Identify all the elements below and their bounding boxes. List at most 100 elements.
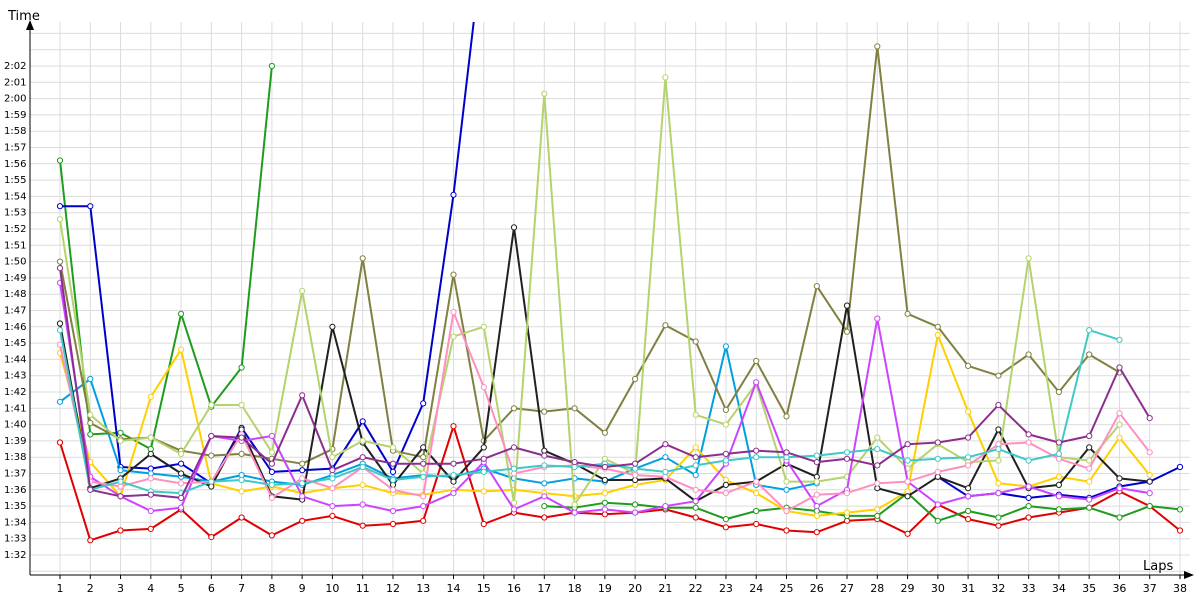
data-point [1055, 439, 1063, 446]
data-point [359, 463, 366, 471]
data-point [541, 514, 548, 521]
data-point [87, 419, 94, 427]
data-point [722, 406, 730, 413]
data-point [480, 444, 487, 451]
data-point [813, 503, 820, 510]
data-point [480, 384, 487, 391]
data-point [601, 463, 609, 471]
data-point [299, 517, 306, 524]
data-point [359, 481, 366, 488]
data-point [722, 457, 730, 464]
y-tick-label: 1:52 [4, 224, 26, 235]
data-point [329, 454, 336, 461]
data-point [995, 372, 1002, 379]
y-tick-label: 1:50 [4, 257, 26, 268]
y-tick-label: 1:44 [4, 354, 26, 365]
data-point [208, 478, 215, 485]
series-line [59, 65, 273, 451]
y-tick-labels: 1:32 1:33 1:34 1:35 1:36 1:37 1:38 1:39 1:40 1:41… [4, 61, 26, 561]
data-point [1116, 485, 1123, 492]
x-tick-label: 2 [87, 582, 94, 595]
data-point [934, 517, 941, 524]
data-point [329, 475, 336, 482]
data-point [147, 507, 154, 515]
data-point [965, 507, 972, 515]
x-tick-label: 16 [507, 582, 521, 595]
data-point [874, 480, 881, 487]
x-tick-label: 26 [810, 582, 824, 595]
data-point [299, 480, 306, 487]
y-tick-label: 1:57 [4, 143, 26, 154]
data-point [208, 401, 215, 409]
data-point [541, 462, 548, 469]
x-tick-label: 11 [356, 582, 370, 595]
data-point [813, 452, 820, 459]
x-tick-label: 36 [1112, 582, 1126, 595]
data-point [329, 467, 336, 474]
data-point [1116, 364, 1123, 371]
data-point [662, 441, 669, 448]
data-point [510, 506, 518, 513]
data-point [813, 512, 820, 520]
x-tick-label: 9 [299, 582, 306, 595]
data-point [450, 333, 457, 340]
x-tick-label: 33 [1022, 582, 1036, 595]
data-point [268, 449, 275, 456]
data-point [965, 434, 972, 441]
data-point [1086, 444, 1093, 451]
y-tick-label: 1:38 [4, 452, 26, 463]
data-point [722, 481, 730, 488]
data-point [722, 343, 730, 350]
x-tick-label: 5 [178, 582, 185, 595]
data-point [147, 475, 154, 482]
data-point [571, 501, 578, 508]
data-point [692, 504, 699, 511]
y-tick-label: 1:54 [4, 191, 26, 202]
x-tick-label: 4 [147, 582, 154, 595]
data-point [965, 408, 972, 415]
data-point [722, 450, 730, 457]
data-point [510, 444, 518, 451]
data-point [450, 309, 457, 316]
data-point [541, 408, 548, 415]
data-point [480, 468, 487, 475]
series-10 [56, 74, 1123, 508]
data-point [420, 493, 427, 500]
data-point [1025, 514, 1032, 521]
data-point [1086, 327, 1093, 334]
x-tick-label: 18 [568, 582, 582, 595]
data-point [753, 379, 760, 386]
data-point [632, 509, 639, 516]
data-point [783, 413, 790, 420]
data-point [965, 493, 972, 500]
data-point [389, 468, 397, 475]
data-point [995, 446, 1002, 453]
data-point [147, 393, 154, 400]
data-point [1025, 431, 1032, 438]
y-tick-label: 1:53 [4, 208, 26, 219]
y-axis-arrow [26, 20, 34, 30]
data-point [1086, 496, 1093, 503]
data-point [874, 315, 881, 322]
data-point [329, 512, 336, 520]
data-point [1086, 351, 1093, 358]
data-point [692, 338, 699, 345]
y-tick-label: 1:35 [4, 501, 26, 512]
data-point [117, 467, 124, 474]
x-tick-label: 25 [779, 582, 793, 595]
data-point [541, 480, 548, 487]
data-point [813, 478, 820, 485]
data-point [268, 460, 275, 467]
data-point [268, 532, 275, 539]
data-point [238, 514, 245, 521]
data-point [843, 490, 851, 497]
data-point [268, 468, 275, 475]
data-point [1116, 410, 1123, 417]
x-tick-label: 31 [961, 582, 975, 595]
data-point [268, 494, 275, 501]
data-point [632, 501, 639, 508]
data-point [783, 507, 790, 515]
data-point [450, 460, 457, 467]
data-point [965, 516, 972, 523]
y-tick-label: 1:42 [4, 387, 26, 398]
